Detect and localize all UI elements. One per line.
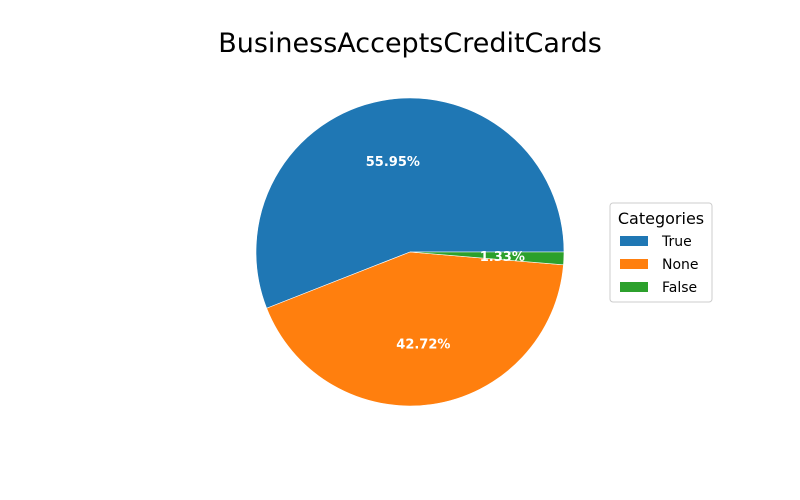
pie-slice-none	[266, 251, 564, 407]
pie-slice-false	[409, 251, 565, 266]
legend-swatch-true	[620, 236, 648, 246]
pie-percent-label-true: 55.95%	[366, 155, 420, 170]
chart-title: BusinessAcceptsCreditCards	[218, 28, 602, 59]
legend-swatch-none	[620, 259, 648, 269]
legend-label-true: True	[661, 234, 692, 250]
pie-percent-labels: 55.95% 42.72% 1.33%	[366, 155, 525, 352]
legend-label-false: False	[662, 280, 697, 296]
pie-slices	[255, 97, 565, 407]
legend-swatch-false	[620, 282, 648, 292]
legend-title: Categories	[618, 209, 704, 228]
pie-slice-true	[255, 97, 565, 309]
legend-frame	[609, 202, 713, 303]
legend-label-none: None	[662, 257, 699, 273]
legend-items: True None False	[620, 234, 699, 296]
pie-percent-label-false: 1.33%	[480, 250, 525, 265]
legend: Categories True None False	[609, 202, 713, 303]
pie-percent-label-none: 42.72%	[396, 337, 450, 352]
